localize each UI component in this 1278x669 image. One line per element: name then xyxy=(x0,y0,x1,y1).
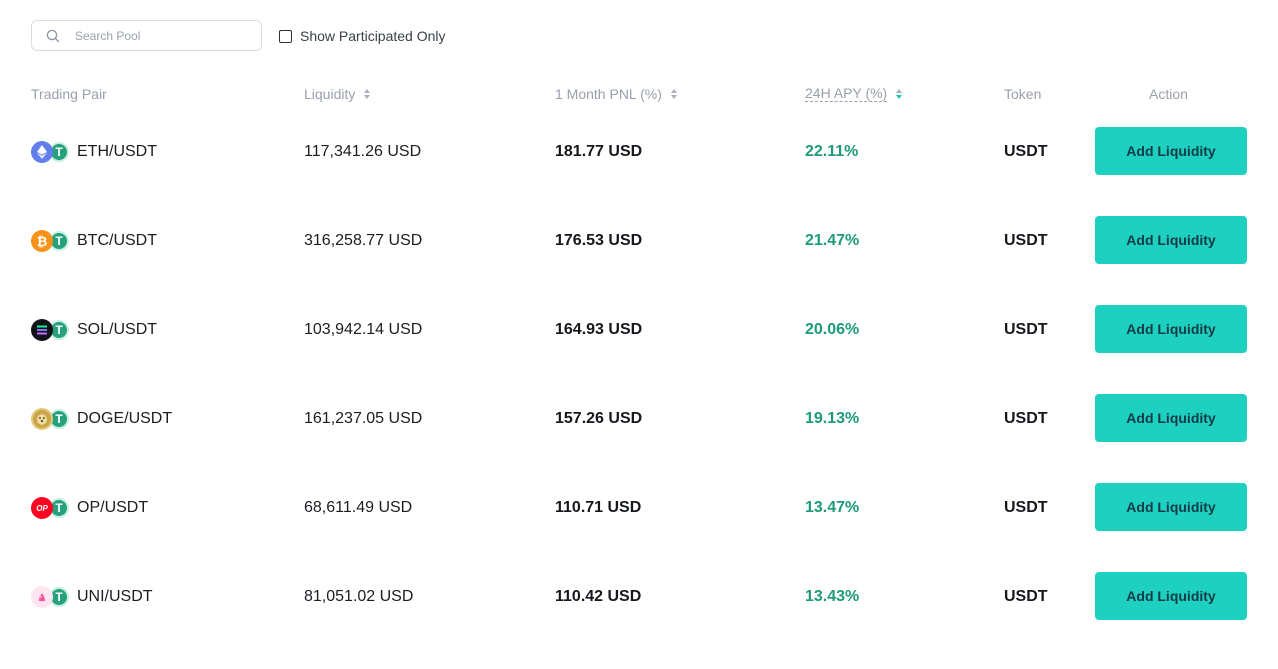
col-header-pair: Trading Pair xyxy=(31,86,107,102)
apy-value: 13.43% xyxy=(805,588,860,605)
apy-value: 13.47% xyxy=(805,499,860,516)
pnl-value: 164.93 USD xyxy=(555,321,643,338)
sol-icon xyxy=(31,319,53,341)
add-liquidity-button[interactable]: Add Liquidity xyxy=(1095,394,1247,442)
btc-icon: ₿ xyxy=(31,230,53,252)
col-header-pnl[interactable]: 1 Month PNL (%) xyxy=(555,84,677,104)
table-row: T ETH/USDT 117,341.26 USD 181.77 USD 22.… xyxy=(0,127,1278,177)
apy-value: 20.06% xyxy=(805,321,860,338)
token-value: USDT xyxy=(1004,410,1048,427)
pnl-value: 110.42 USD xyxy=(555,588,642,605)
apy-value: 22.11% xyxy=(805,143,859,160)
token-value: USDT xyxy=(1004,588,1048,605)
doge-icon xyxy=(31,408,53,430)
trading-pair: ₿ T BTC/USDT xyxy=(31,228,157,254)
pnl-value: 176.53 USD xyxy=(555,232,643,249)
search-box[interactable] xyxy=(31,20,262,51)
sort-icon[interactable] xyxy=(670,89,677,99)
pnl-value: 157.26 USD xyxy=(555,410,643,427)
liquidity-value: 117,341.26 USD xyxy=(304,143,422,160)
table-row: OP T OP/USDT 68,611.49 USD 110.71 USD 13… xyxy=(0,483,1278,533)
liquidity-value: 81,051.02 USD xyxy=(304,588,414,605)
table-row: ₿ T BTC/USDT 316,258.77 USD 176.53 USD 2… xyxy=(0,216,1278,266)
col-header-liquidity[interactable]: Liquidity xyxy=(304,84,371,104)
add-liquidity-button[interactable]: Add Liquidity xyxy=(1095,127,1247,175)
add-liquidity-button[interactable]: Add Liquidity xyxy=(1095,483,1247,531)
liquidity-value: 103,942.14 USD xyxy=(304,321,423,338)
uni-icon xyxy=(31,586,53,608)
eth-icon xyxy=(31,141,53,163)
add-liquidity-button[interactable]: Add Liquidity xyxy=(1095,216,1247,264)
trading-pair: OP T OP/USDT xyxy=(31,495,148,521)
search-icon xyxy=(42,25,64,47)
token-value: USDT xyxy=(1004,232,1048,249)
op-icon: OP xyxy=(31,497,53,519)
add-liquidity-button[interactable]: Add Liquidity xyxy=(1095,305,1247,353)
liquidity-value: 68,611.49 USD xyxy=(304,499,413,516)
trading-pair: T UNI/USDT xyxy=(31,584,153,610)
add-liquidity-button[interactable]: Add Liquidity xyxy=(1095,572,1247,620)
col-header-apy[interactable]: 24H APY (%) xyxy=(805,84,903,104)
table-row: T DOGE/USDT 161,237.05 USD 157.26 USD 19… xyxy=(0,394,1278,444)
col-header-token: Token xyxy=(1004,86,1042,102)
show-participated-toggle[interactable]: Show Participated Only xyxy=(279,26,446,46)
table-row: T SOL/USDT 103,942.14 USD 164.93 USD 20.… xyxy=(0,305,1278,355)
participated-checkbox[interactable] xyxy=(279,29,292,43)
token-value: USDT xyxy=(1004,143,1048,160)
usdt-icon: T xyxy=(49,498,69,518)
participated-label: Show Participated Only xyxy=(300,28,446,44)
apy-value: 21.47% xyxy=(805,232,860,249)
sort-icon[interactable] xyxy=(364,89,371,99)
pnl-value: 181.77 USD xyxy=(555,143,643,160)
trading-pair: T DOGE/USDT xyxy=(31,406,172,432)
trading-pair: T SOL/USDT xyxy=(31,317,157,343)
sort-active-icon[interactable] xyxy=(896,89,903,99)
token-value: USDT xyxy=(1004,499,1048,516)
table-row: T UNI/USDT 81,051.02 USD 110.42 USD 13.4… xyxy=(0,572,1278,622)
trading-pair: T ETH/USDT xyxy=(31,139,157,165)
col-header-action: Action xyxy=(1149,86,1188,102)
liquidity-value: 316,258.77 USD xyxy=(304,232,423,249)
token-value: USDT xyxy=(1004,321,1048,338)
pnl-value: 110.71 USD xyxy=(555,499,642,516)
search-input[interactable] xyxy=(73,27,247,44)
apy-value: 19.13% xyxy=(805,410,860,427)
liquidity-value: 161,237.05 USD xyxy=(304,410,423,427)
